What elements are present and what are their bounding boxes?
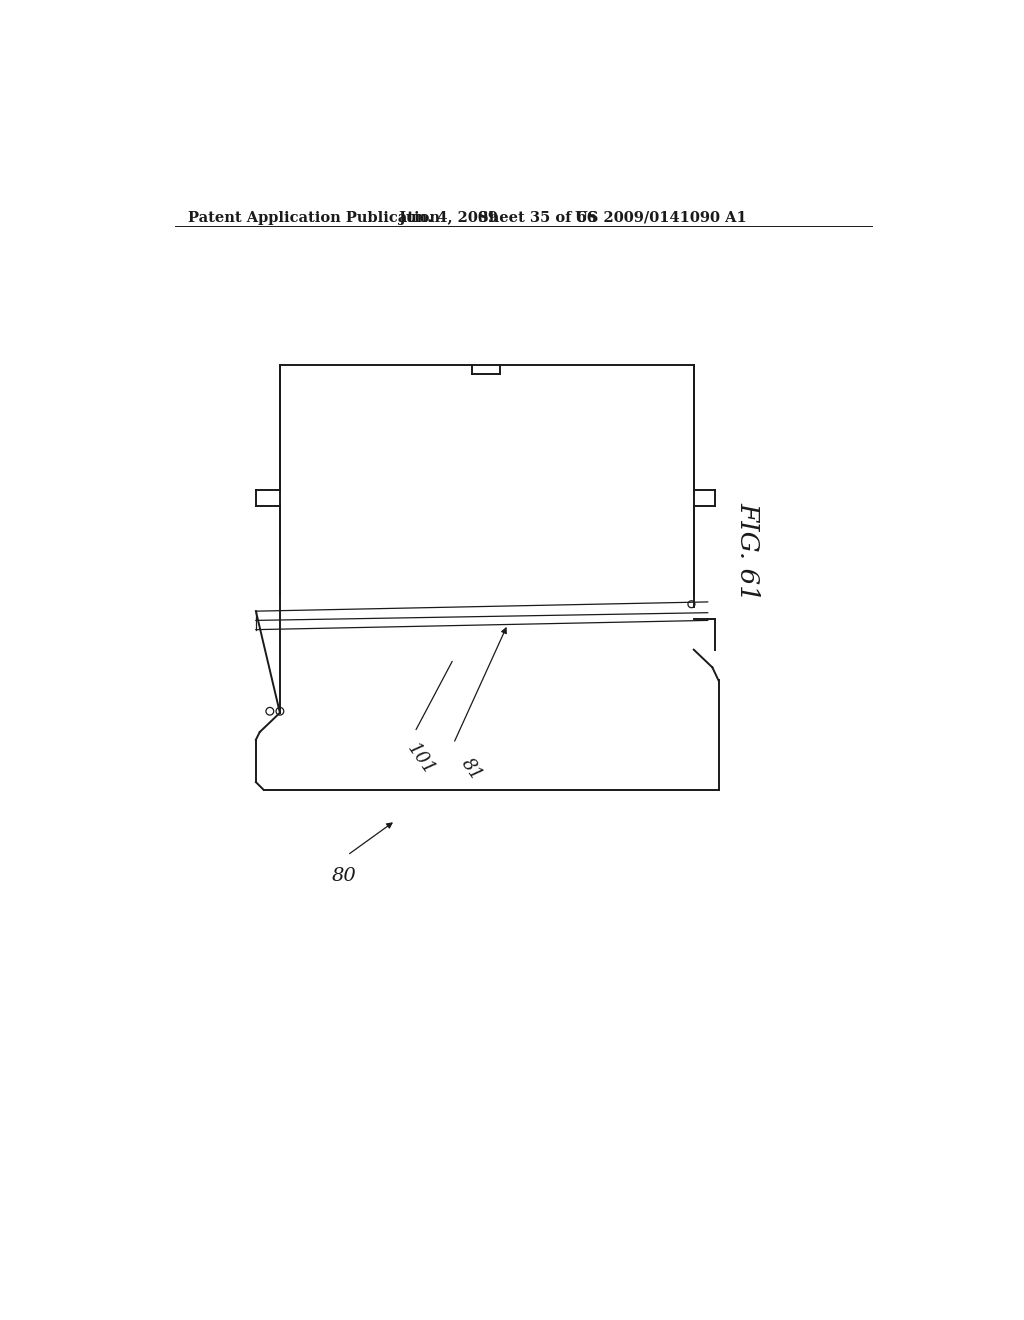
Text: FIG. 61: FIG. 61 [735, 502, 761, 601]
Text: US 2009/0141090 A1: US 2009/0141090 A1 [575, 211, 746, 224]
Text: Jun. 4, 2009: Jun. 4, 2009 [399, 211, 499, 224]
Text: 81: 81 [458, 755, 485, 784]
Text: 80: 80 [332, 867, 356, 884]
Text: Sheet 35 of 66: Sheet 35 of 66 [478, 211, 597, 224]
Text: 101: 101 [403, 739, 437, 779]
Text: Patent Application Publication: Patent Application Publication [188, 211, 440, 224]
